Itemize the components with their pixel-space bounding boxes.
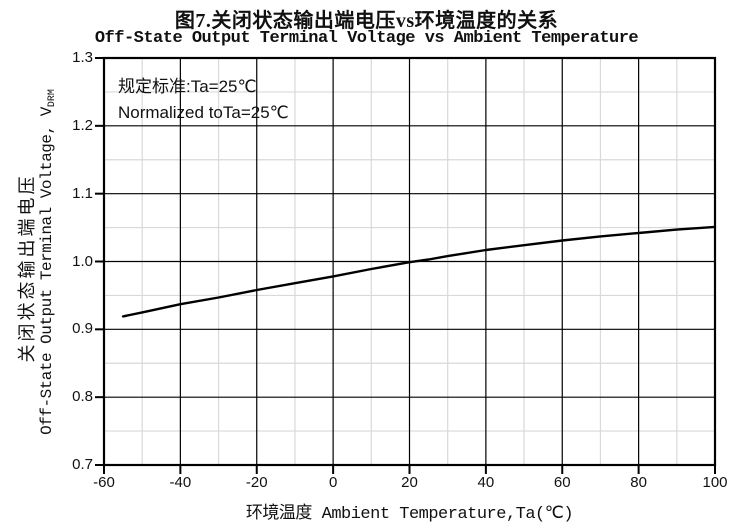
x-tick-label: 100 xyxy=(702,474,728,491)
x-tick-label: 80 xyxy=(630,474,647,491)
figure-title-en: Off-State Output Terminal Voltage vs Amb… xyxy=(94,29,639,48)
y-axis-title-en-text: Off-State Output Terminal Voltage, V xyxy=(38,107,56,435)
plot-area: 规定标准:Ta=25℃ Normalized toTa=25℃ xyxy=(95,56,717,474)
y-tick-label: 1.3 xyxy=(72,49,93,66)
x-tick-label: -20 xyxy=(245,474,268,491)
plot-border xyxy=(102,56,717,467)
y-tick-label: 1.2 xyxy=(72,116,93,134)
y-tick-label: 1.0 xyxy=(72,252,93,270)
annotation-block: 规定标准:Ta=25℃ Normalized toTa=25℃ xyxy=(118,72,289,123)
x-axis-title: 环境温度 Ambient Temperature,Ta(℃) xyxy=(245,505,574,524)
annotation-normalized-en: Normalized toTa=25℃ xyxy=(118,103,289,122)
y-tick-label: 1.1 xyxy=(72,184,93,202)
x-tick-label: -40 xyxy=(169,474,192,491)
x-tick-label: -60 xyxy=(93,474,115,491)
x-tick-label: 60 xyxy=(553,474,571,491)
y-tick-label: 0.7 xyxy=(72,456,93,473)
y-tick-label: 0.8 xyxy=(72,388,93,406)
y-axis-title-en-subscript: DRM xyxy=(47,89,58,108)
figure-title-cn: 图7.关闭状态输出端电压vs环境温度的关系 xyxy=(174,10,559,32)
x-tick-label: 40 xyxy=(477,474,495,491)
y-axis-title-cn: 关闭状态输出端电压 xyxy=(17,173,37,363)
x-tick-label: 0 xyxy=(328,474,338,491)
data-curve xyxy=(121,225,717,318)
annotation-spec-cn: 规定标准:Ta=25℃ xyxy=(118,77,257,96)
x-tick-label: 20 xyxy=(401,474,418,491)
y-tick-label: 0.9 xyxy=(72,320,93,338)
chart-canvas xyxy=(95,56,717,474)
